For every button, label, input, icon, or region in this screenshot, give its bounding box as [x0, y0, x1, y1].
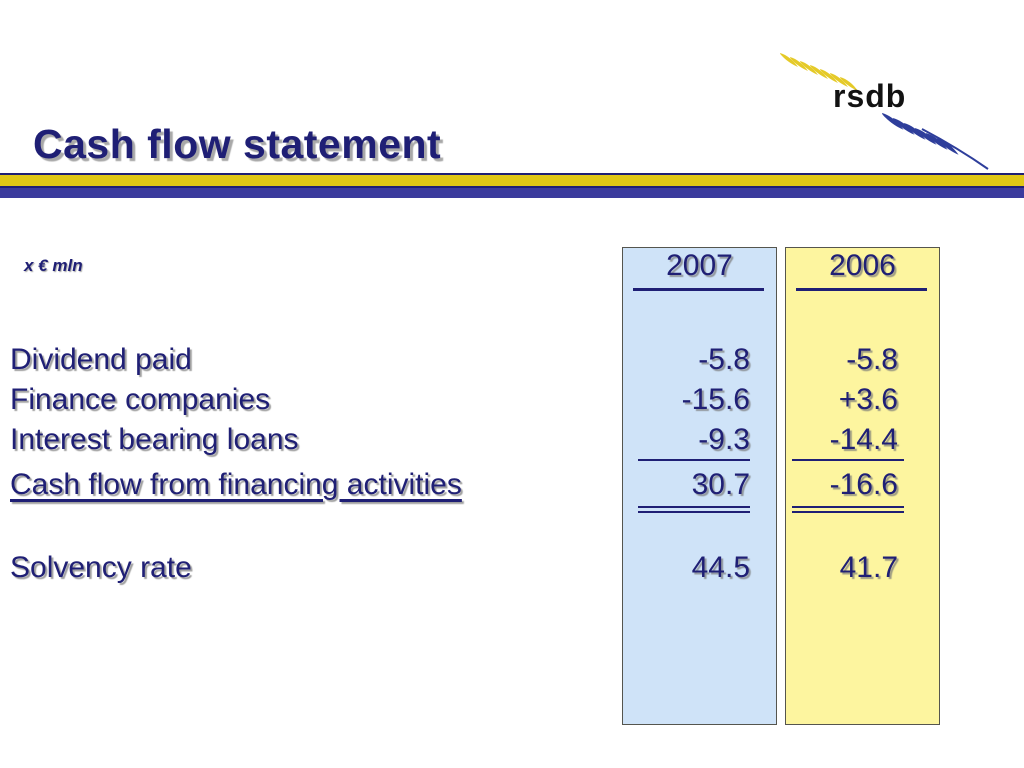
divider-top-line	[0, 173, 1024, 175]
value-2007-solvency-rate: 44.5	[691, 551, 750, 584]
rsdb-logo-text: rsdb	[833, 78, 907, 114]
column-2006-header-rule	[796, 288, 927, 291]
divider-blue-bar	[0, 188, 1024, 198]
row-label-dividend-paid: Dividend paid	[10, 343, 192, 376]
value-2006-interest-bearing-loans: -14.4	[829, 423, 898, 456]
value-2006-cash-flow-financing: -16.6	[829, 468, 898, 501]
subtotal-rule-2006	[792, 459, 904, 461]
page-title: Cash flow statement	[33, 121, 442, 167]
row-label-solvency-rate: Solvency rate	[10, 551, 192, 584]
logo-blue-strokes-icon	[882, 113, 989, 170]
total-double-rule-2007	[638, 506, 750, 513]
value-2006-solvency-rate: 41.7	[839, 551, 898, 584]
value-2007-interest-bearing-loans: -9.3	[698, 423, 750, 456]
column-2007-header: 2007	[666, 249, 733, 282]
value-2007-cash-flow-financing: 30.7	[691, 468, 750, 501]
value-2006-finance-companies: +3.6	[838, 383, 898, 416]
value-2006-dividend-paid: -5.8	[846, 343, 898, 376]
title-divider	[0, 173, 1024, 198]
divider-yellow-bar	[0, 175, 1024, 186]
row-label-interest-bearing-loans: Interest bearing loans	[10, 423, 299, 456]
column-2007: 2007	[622, 247, 777, 725]
row-label-finance-companies: Finance companies	[10, 383, 271, 416]
subtotal-rule-2007	[638, 459, 750, 461]
divider-mid-line	[0, 186, 1024, 188]
logo-yellow-strokes-icon	[780, 53, 858, 91]
value-2007-finance-companies: -15.6	[681, 383, 750, 416]
row-label-cash-flow-financing: Cash flow from financing activities	[10, 468, 462, 501]
total-double-rule-2006	[792, 506, 904, 513]
rsdb-logo	[780, 53, 989, 170]
value-2007-dividend-paid: -5.8	[698, 343, 750, 376]
column-2006-header: 2006	[829, 249, 896, 282]
unit-label: x € mln	[24, 256, 83, 275]
column-2007-header-rule	[633, 288, 764, 291]
column-2006: 2006	[785, 247, 940, 725]
